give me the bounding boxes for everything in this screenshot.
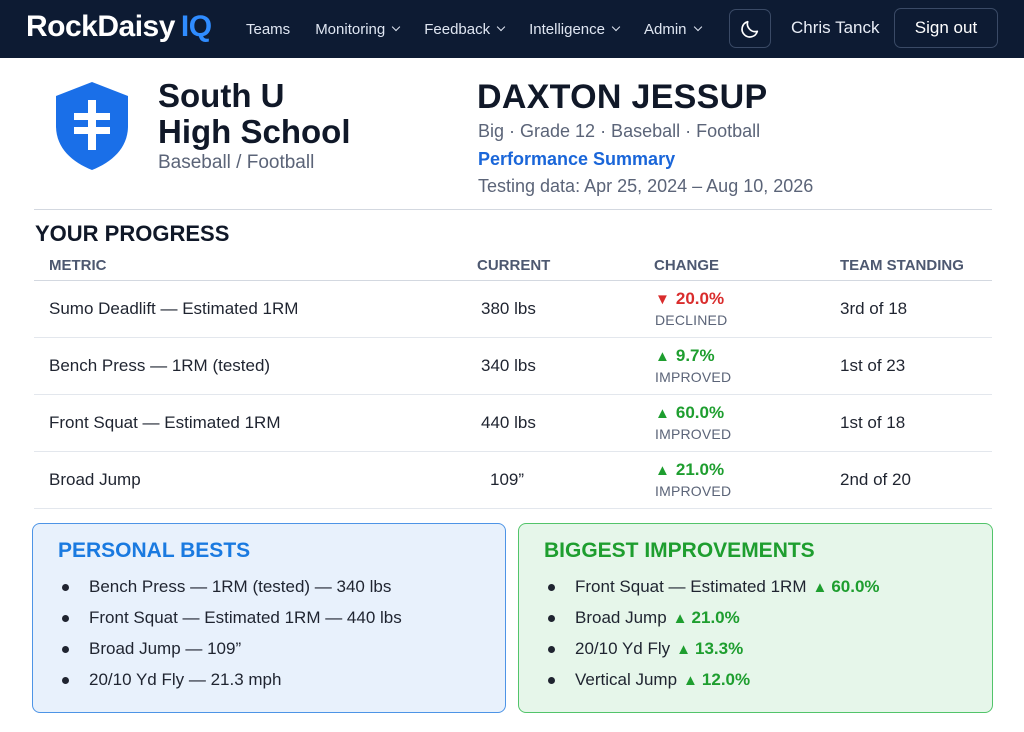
change-cell: ▲ 21.0% IMPROVED <box>655 460 731 499</box>
testing-date-range: Testing data: Apr 25, 2024 – Aug 10, 202… <box>478 176 814 196</box>
team-standing: 1st of 23 <box>840 356 906 375</box>
athlete-meta: Big · Grade 12 · Baseball · Football <box>478 121 761 141</box>
chevron-down-icon <box>693 22 702 32</box>
triangle-up-icon: ▲ <box>683 672 698 689</box>
triangle-up-icon: ▲ <box>812 579 828 596</box>
personal-bests-title: PERSONAL BESTS <box>58 539 251 562</box>
table-header: METRIC CURRENT CHANGE TEAM STANDING <box>34 250 992 281</box>
improvement-value: 21.0% <box>691 608 740 627</box>
table-row: Sumo Deadlift — Estimated 1RM 380 lbs ▼ 2… <box>34 281 992 338</box>
team-standing: 1st of 18 <box>840 413 906 432</box>
table-row: Broad Jump 109” ▲ 21.0% IMPROVED 2nd of 2… <box>34 452 992 509</box>
table-row: Front Squat — Estimated 1RM 440 lbs ▲ 60.… <box>34 395 992 452</box>
school-sports: Baseball / Football <box>158 152 315 173</box>
biggest-improvements-card: BIGGEST IMPROVEMENTS Front Squat — Estim… <box>518 523 993 713</box>
moon-icon <box>741 20 759 38</box>
change-value: 21.0% <box>675 460 725 479</box>
change-value: 9.7% <box>675 346 715 365</box>
nav-item-label: Admin <box>644 20 687 38</box>
header-divider <box>34 209 992 210</box>
column-header-metric: METRIC <box>49 257 107 274</box>
user-name[interactable]: Chris Tanck <box>791 18 880 37</box>
nav-item-teams[interactable]: Teams <box>246 21 290 38</box>
nav-item-label: Monitoring <box>315 20 386 38</box>
change-value: 20.0% <box>675 289 725 308</box>
change-label: IMPROVED <box>655 369 732 385</box>
improvement-value: 12.0% <box>701 670 751 689</box>
list-item: Front Squat — Estimated 1RM — 440 lbs <box>59 607 402 638</box>
improvement-label: Vertical Jump <box>575 670 678 689</box>
metric-name: Bench Press — 1RM (tested) <box>49 356 271 375</box>
nav-item-feedback[interactable]: Feedback <box>424 20 506 38</box>
nav-item-monitoring[interactable]: Monitoring <box>315 20 401 38</box>
nav-item-intelligence[interactable]: Intelligence <box>529 20 621 38</box>
chevron-down-icon <box>496 22 506 32</box>
improvement-label: 20/10 Yd Fly <box>575 639 671 658</box>
change-label: IMPROVED <box>655 426 732 442</box>
school-name: South U High School <box>158 78 378 150</box>
school-shield-logo <box>56 82 128 170</box>
triangle-up-icon: ▲ <box>672 610 688 627</box>
triangle-up-icon: ▲ <box>655 462 670 479</box>
column-header-current: CURRENT <box>477 257 551 274</box>
change-label: IMPROVED <box>655 483 732 499</box>
chevron-down-icon <box>611 22 621 32</box>
triangle-up-icon: ▲ <box>676 641 691 658</box>
school-name-line1: South U <box>158 77 285 114</box>
triangle-up-icon: ▲ <box>655 348 670 365</box>
change-cell: ▼ 20.0% DECLINED <box>655 289 727 328</box>
current-value: 440 lbs <box>481 413 536 432</box>
change-value: 60.0% <box>675 403 725 422</box>
athlete-name: DAXTON JESSUP <box>477 78 768 116</box>
improvement-label: Broad Jump <box>575 608 667 627</box>
list-item: 20/10 Yd Fly ▲ 13.3% <box>545 638 880 669</box>
list-item: Vertical Jump ▲ 12.0% <box>545 669 880 700</box>
metric-name: Sumo Deadlift — Estimated 1RM <box>49 299 299 318</box>
current-value: 109” <box>490 470 525 489</box>
metric-name: Front Squat — Estimated 1RM <box>49 413 281 432</box>
triangle-up-icon: ▲ <box>655 405 670 422</box>
nav-item-label: Feedback <box>424 20 491 38</box>
triangle-down-icon: ▼ <box>655 291 670 308</box>
nav-item-label: Teams <box>246 20 291 38</box>
theme-toggle-button[interactable] <box>729 9 771 48</box>
list-item: Broad Jump — 109” <box>59 638 402 669</box>
table-row: Bench Press — 1RM (tested) 340 lbs ▲ 9.7%… <box>34 338 992 395</box>
brand-suffix: IQ <box>180 10 212 43</box>
list-item: 20/10 Yd Fly — 21.3 mph <box>59 669 402 700</box>
current-value: 380 lbs <box>481 299 536 318</box>
personal-bests-list: Bench Press — 1RM (tested) — 340 lbs Fro… <box>59 576 402 700</box>
change-label: DECLINED <box>655 312 728 328</box>
improvement-label: Front Squat — Estimated 1RM <box>575 577 807 596</box>
school-name-line2: High School <box>158 113 351 150</box>
nav-menu: Teams Monitoring Feedback Intelligence A… <box>246 0 726 58</box>
list-item: Bench Press — 1RM (tested) — 340 lbs <box>59 576 402 607</box>
report-title: Performance Summary <box>478 149 676 169</box>
nav-item-label: Intelligence <box>529 20 605 38</box>
progress-table: METRIC CURRENT CHANGE TEAM STANDING Sumo… <box>34 250 992 509</box>
brand-logo[interactable]: RockDaisy IQ <box>26 10 212 44</box>
column-header-change: CHANGE <box>654 257 720 274</box>
column-header-standing: TEAM STANDING <box>840 257 964 274</box>
improvement-value: 60.0% <box>831 577 880 596</box>
chevron-down-icon <box>391 22 401 32</box>
brand-name: RockDaisy <box>26 10 175 43</box>
change-cell: ▲ 60.0% IMPROVED <box>655 403 731 442</box>
biggest-improvements-title: BIGGEST IMPROVEMENTS <box>544 539 815 562</box>
list-item: Front Squat — Estimated 1RM ▲ 60.0% <box>545 576 880 607</box>
team-standing: 2nd of 20 <box>840 470 911 489</box>
biggest-improvements-list: Front Squat — Estimated 1RM ▲ 60.0% Broad … <box>545 576 880 700</box>
improvement-value: 13.3% <box>695 639 744 658</box>
progress-title: YOUR PROGRESS <box>35 221 230 246</box>
sign-out-button[interactable]: Sign out <box>894 8 998 48</box>
team-standing: 3rd of 18 <box>840 299 908 318</box>
metric-name: Broad Jump <box>49 470 141 489</box>
top-nav: RockDaisy IQ Teams Monitoring Feedback In… <box>0 0 1024 58</box>
personal-bests-card: PERSONAL BESTS Bench Press — 1RM (tested… <box>32 523 506 713</box>
current-value: 340 lbs <box>481 356 536 375</box>
nav-item-admin[interactable]: Admin <box>644 20 702 38</box>
change-cell: ▲ 9.7% IMPROVED <box>655 346 731 385</box>
list-item: Broad Jump ▲ 21.0% <box>545 607 880 638</box>
